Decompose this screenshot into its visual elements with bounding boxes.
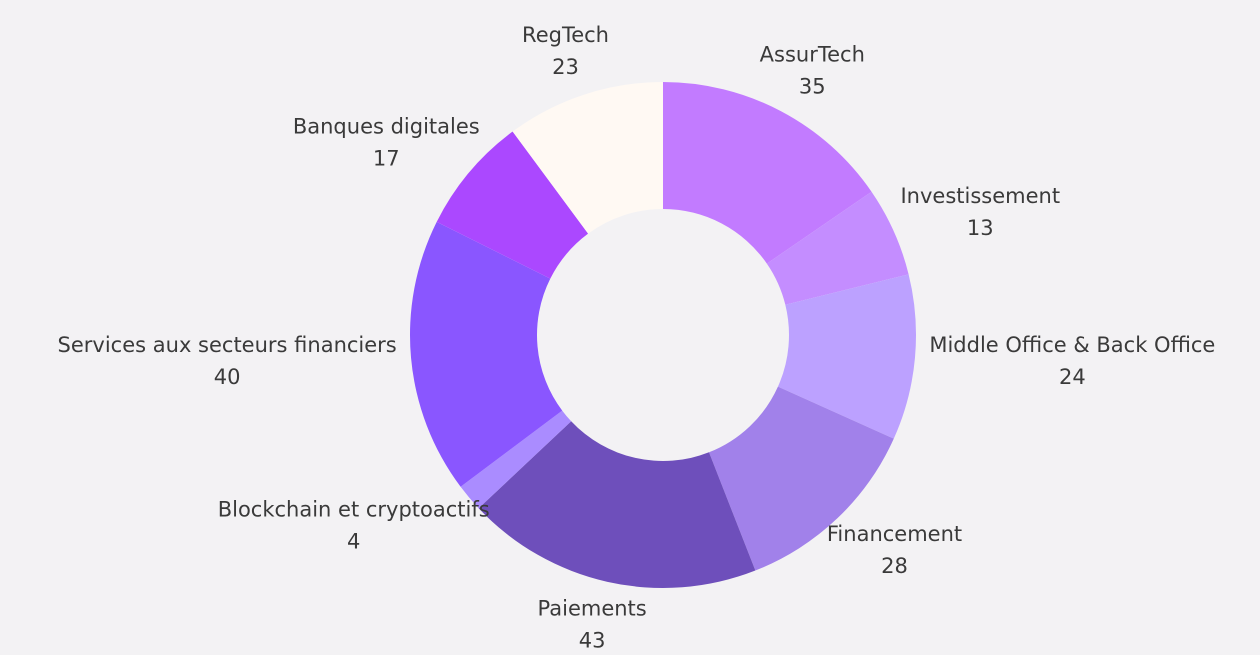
- slice-label: Blockchain et cryptoactifs: [218, 498, 490, 522]
- slice-value: 24: [1059, 365, 1086, 389]
- slice-label: Financement: [827, 522, 962, 546]
- slice: [478, 421, 756, 588]
- slice-value: 13: [967, 216, 994, 240]
- slice-label: Investissement: [900, 184, 1060, 208]
- slice-label: Services aux secteurs financiers: [58, 333, 397, 357]
- slice-value: 23: [552, 55, 579, 79]
- slice-label: Paiements: [538, 597, 647, 621]
- slice: [410, 221, 563, 487]
- slice-value: 4: [347, 530, 360, 554]
- slice: [663, 82, 872, 264]
- slice: [436, 131, 589, 279]
- slice: [708, 386, 894, 571]
- slice-value: 35: [799, 74, 826, 98]
- slice: [512, 82, 663, 234]
- slice: [766, 191, 909, 305]
- slice-label: Banques digitales: [293, 114, 480, 138]
- slice-label: Middle Office & Back Office: [929, 333, 1215, 357]
- slice-label: RegTech: [522, 23, 609, 47]
- slice-value: 28: [881, 554, 908, 578]
- slice-value: 40: [214, 365, 241, 389]
- slice-value: 43: [579, 629, 606, 653]
- slice: [460, 410, 572, 509]
- slice: [777, 274, 917, 439]
- slice-label: AssurTech: [760, 42, 865, 66]
- slice-value: 17: [373, 146, 400, 170]
